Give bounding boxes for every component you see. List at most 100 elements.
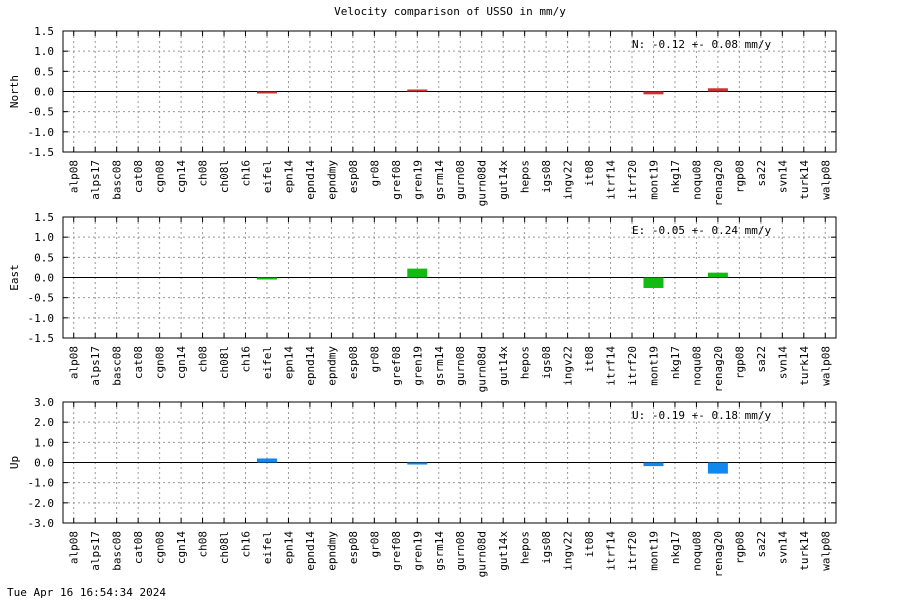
- east-xtick-label: cgn08: [154, 346, 167, 379]
- east-ytick-label: -0.5: [28, 292, 55, 305]
- east-bar: [407, 268, 428, 278]
- up-xtick-label: cat08: [132, 531, 145, 564]
- east-xtick-label: svn14: [776, 346, 789, 379]
- east-xtick-label: sa22: [755, 346, 768, 373]
- up-bar: [707, 462, 728, 474]
- north-bar: [256, 91, 277, 94]
- north-xtick-label: igs08: [540, 160, 553, 193]
- east-xtick-label: it08: [583, 346, 596, 373]
- north-frame: [62, 30, 837, 153]
- up-xtick-label: turk14: [798, 531, 811, 571]
- north-xtick-label: ingv22: [562, 160, 575, 200]
- up-xtick-label: ch16: [240, 531, 253, 558]
- east-frame: [62, 216, 837, 339]
- east-xtick-label: igs08: [540, 346, 553, 379]
- up-xtick-label: sa22: [755, 531, 768, 558]
- up-ytick-label: 2.0: [34, 416, 54, 429]
- east-xtick-label: gr08: [368, 346, 381, 373]
- east-xtick-label: ingv22: [562, 346, 575, 386]
- up-ytick-label: 3.0: [34, 396, 54, 409]
- north-xtick-label: turk14: [798, 160, 811, 200]
- east-ytick-label: 1.0: [34, 231, 54, 244]
- up-xtick-label: renag20: [712, 531, 725, 577]
- north-ytick-label: 1.5: [34, 25, 54, 38]
- up-frame: [62, 401, 837, 524]
- north-xtick-label: epn14: [282, 160, 295, 193]
- east-xtick-label: ch08: [197, 346, 210, 373]
- north-xtick-label: alps17: [89, 160, 102, 200]
- north-xtick-label: gr08: [368, 160, 381, 187]
- up-xtick-label: nkg17: [669, 531, 682, 564]
- east-bar: [707, 272, 728, 278]
- north-ytick-label: 1.0: [34, 45, 54, 58]
- north-xtick-label: eifel: [261, 160, 274, 193]
- east-xtick-label: gurn08d: [476, 346, 489, 392]
- up-axis-label: Up: [8, 456, 21, 469]
- up-xtick-label: ch08: [197, 531, 210, 558]
- north-xtick-label: rgp08: [733, 160, 746, 193]
- up-xtick-label: walp08: [819, 531, 832, 571]
- north-xtick-label: mont19: [647, 160, 660, 200]
- up-xtick-label: gut14x: [497, 531, 510, 571]
- east-xtick-label: nkg17: [669, 346, 682, 379]
- north-xtick-label: cgn08: [154, 160, 167, 193]
- north-xtick-label: gref08: [390, 160, 403, 200]
- up-xtick-label: gr08: [368, 531, 381, 558]
- north-xtick-label: gsrm14: [433, 160, 446, 200]
- up-xtick-label: igs08: [540, 531, 553, 564]
- north-xtick-label: gurn08: [454, 160, 467, 200]
- east-xtick-label: epn14: [282, 346, 295, 379]
- north-ytick-label: -0.5: [28, 106, 55, 119]
- up-xtick-label: gref08: [390, 531, 403, 571]
- up-xtick-label: it08: [583, 531, 596, 558]
- up-summary: U: -0.19 +- 0.18 mm/y: [632, 409, 771, 422]
- north-xtick-label: alp08: [68, 160, 81, 193]
- east-ytick-label: 1.5: [34, 211, 54, 224]
- up-xtick-label: cgn14: [175, 531, 188, 564]
- up-xtick-label: gurn08: [454, 531, 467, 571]
- up-xtick-label: itrf20: [626, 531, 639, 571]
- east-ytick-label: -1.0: [28, 312, 55, 325]
- east-ytick-label: 0.5: [34, 251, 54, 264]
- north-xtick-label: ch08: [197, 160, 210, 187]
- north-xtick-label: noqu08: [690, 160, 703, 200]
- up-xtick-label: epndmy: [325, 531, 338, 571]
- north-bar: [643, 91, 664, 95]
- east-xtick-label: cat08: [132, 346, 145, 379]
- up-xtick-label: svn14: [776, 531, 789, 564]
- east-xtick-label: gut14x: [497, 346, 510, 386]
- up-xtick-label: ingv22: [562, 531, 575, 571]
- north-xtick-label: basc08: [111, 160, 124, 200]
- east-xtick-label: walp08: [819, 346, 832, 386]
- east-xtick-label: eifel: [261, 346, 274, 379]
- north-bar: [407, 89, 428, 92]
- north-xtick-label: gren19: [411, 160, 424, 200]
- east-xtick-label: mont19: [647, 346, 660, 386]
- north-xtick-label: esp08: [347, 160, 360, 193]
- north-xtick-label: ch16: [240, 160, 253, 187]
- east-xtick-label: ch08l: [218, 346, 231, 379]
- east-axis-label: East: [8, 264, 21, 291]
- up-ytick-label: -3.0: [28, 517, 55, 530]
- north-xtick-label: epndmy: [325, 160, 338, 200]
- north-ytick-label: -1.0: [28, 126, 55, 139]
- up-xtick-label: rgp08: [733, 531, 746, 564]
- east-xtick-label: basc08: [111, 346, 124, 386]
- up-ytick-label: 0.0: [34, 457, 54, 470]
- east-xtick-label: gurn08: [454, 346, 467, 386]
- up-xtick-label: eifel: [261, 531, 274, 564]
- chart-title: Velocity comparison of USSO in mm/y: [334, 5, 566, 18]
- up-xtick-label: gren19: [411, 531, 424, 571]
- up-xtick-label: mont19: [647, 531, 660, 571]
- north-xtick-label: hepos: [519, 160, 532, 193]
- east-xtick-label: itrf20: [626, 346, 639, 386]
- north-xtick-label: nkg17: [669, 160, 682, 193]
- east-ytick-label: 0.0: [34, 272, 54, 285]
- east-xtick-label: cgn14: [175, 346, 188, 379]
- up-xtick-label: alp08: [68, 531, 81, 564]
- east-summary: E: -0.05 +- 0.24 mm/y: [632, 224, 771, 237]
- up-xtick-label: cgn08: [154, 531, 167, 564]
- up-ytick-label: 1.0: [34, 436, 54, 449]
- east-xtick-label: gref08: [390, 346, 403, 386]
